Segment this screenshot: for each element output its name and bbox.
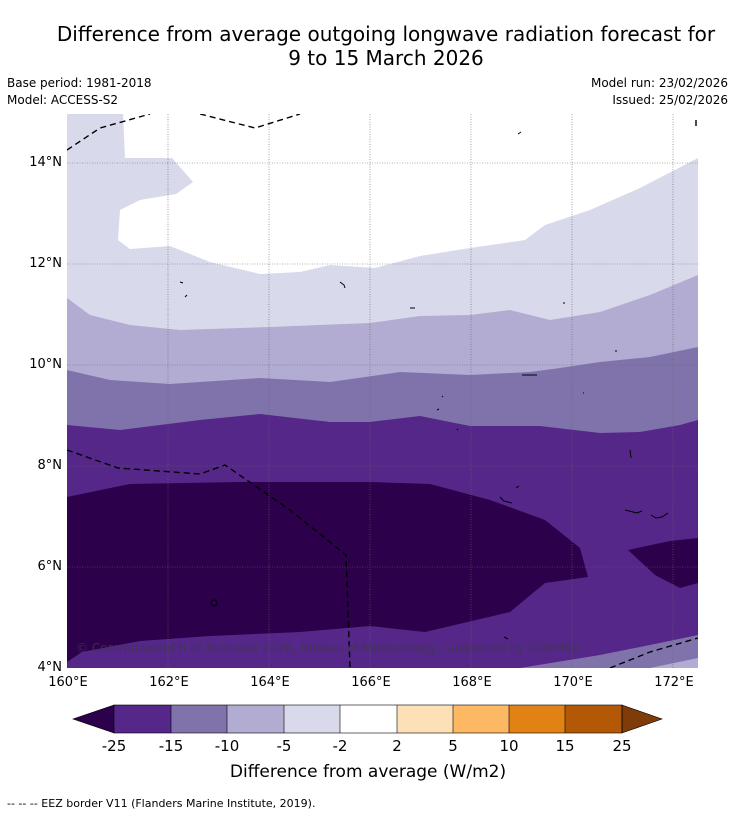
lon-tick-164: 164°E (250, 675, 290, 690)
title-line-1: Difference from average outgoing longwav… (56, 22, 716, 46)
colorbar-extend-low (72, 704, 115, 734)
lat-tick-8: 8°N (37, 458, 63, 473)
lon-tick-170: 170°E (553, 675, 593, 690)
lat-tick-12: 12°N (29, 256, 62, 271)
graticule (67, 114, 698, 668)
lat-tick-6: 6°N (37, 559, 63, 574)
map-panel (67, 114, 698, 668)
lon-tick-160: 160°E (48, 675, 88, 690)
lon-tick-172: 172°E (654, 675, 694, 690)
anomaly-region-extreme (67, 482, 588, 662)
colorbar-bin (565, 705, 622, 733)
colorbar-outline (113, 704, 623, 734)
colorbar-bin (114, 705, 171, 733)
eez-border (67, 114, 698, 668)
colorbar-tick: -25 (101, 737, 127, 755)
base-period: Base period: 1981-2018 (7, 76, 152, 90)
issued-date: Issued: 25/02/2026 (612, 93, 728, 107)
chart-title: Difference from average outgoing longwav… (0, 22, 736, 70)
colorbar-tick: 15 (555, 737, 575, 755)
lat-tick-10: 10°N (29, 357, 62, 372)
colorbar-bin (453, 705, 509, 733)
colorbar-bins (114, 705, 622, 733)
islands (179, 131, 669, 640)
copyright-notice: © Commonwealth of Australia 2026, Bureau… (76, 641, 582, 655)
eez-legend: -- -- -- EEZ border V11 (Flanders Marine… (7, 797, 316, 810)
anomaly-band-bottom (520, 635, 698, 668)
lon-tick-168: 168°E (452, 675, 492, 690)
colorbar-tick: -2 (332, 737, 348, 755)
colorbar-bin (509, 705, 565, 733)
colorbar-tick: -15 (158, 737, 184, 755)
lat-tick-4: 4°N (37, 660, 63, 675)
meta-left: Base period: 1981-2018 Model: ACCESS-S2 (7, 75, 152, 109)
colorbar-tick: -10 (214, 737, 240, 755)
colorbar-bin (171, 705, 227, 733)
colorbar-tick: 25 (612, 737, 632, 755)
colorbar-label: Difference from average (W/m2) (229, 762, 507, 782)
colorbar-bin (397, 705, 453, 733)
colorbar-extend-high (621, 704, 663, 734)
colorbar-bin (340, 705, 397, 733)
title-line-2: 9 to 15 March 2026 (288, 46, 484, 70)
meta-right: Model run: 23/02/2026 Issued: 25/02/2026 (591, 75, 728, 109)
lon-tick-162: 162°E (149, 675, 189, 690)
anomaly-region-neutral (118, 114, 698, 274)
lat-tick-14: 14°N (29, 155, 62, 170)
model-name: Model: ACCESS-S2 (7, 93, 119, 107)
anomaly-region-extreme-east (628, 538, 698, 588)
colorbar-bin (227, 705, 284, 733)
colorbar-tick: -5 (276, 737, 292, 755)
lon-tick-166: 166°E (351, 675, 391, 690)
colorbar-tick: 2 (392, 737, 402, 755)
colorbar-tick: 10 (499, 737, 519, 755)
colorbar-tick: 5 (448, 737, 458, 755)
model-run: Model run: 23/02/2026 (590, 76, 728, 90)
anomaly-band-bottom-light (650, 658, 698, 668)
colorbar-bin (284, 705, 340, 733)
